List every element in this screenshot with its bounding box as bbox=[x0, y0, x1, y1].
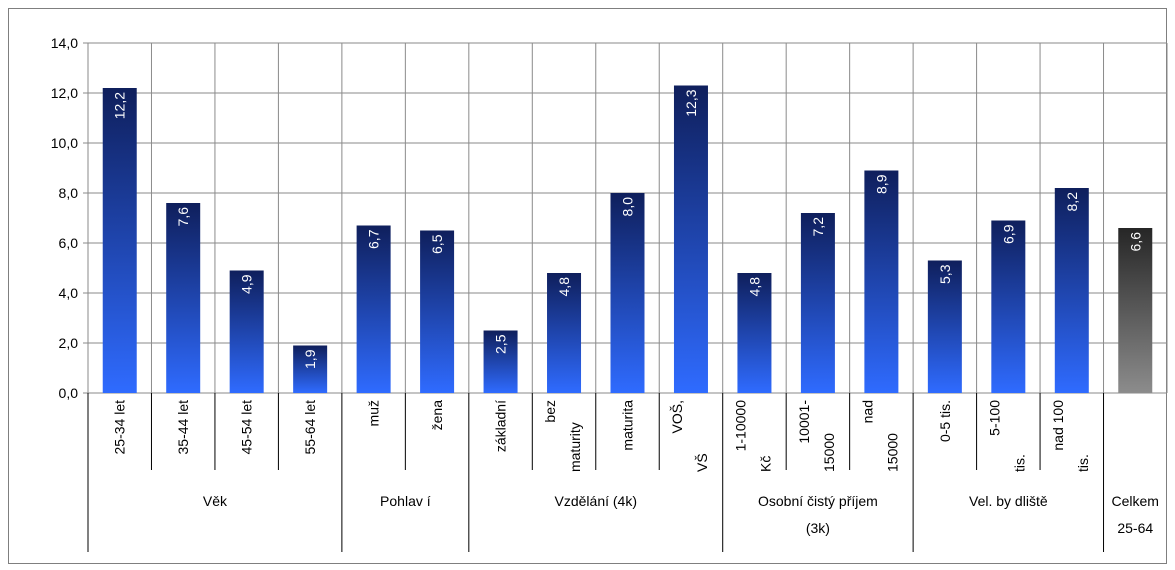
bar-value-label: 4,9 bbox=[239, 274, 255, 294]
total-bar[interactable] bbox=[1118, 228, 1153, 393]
x-tick-label: 0-5 tis. bbox=[937, 400, 953, 442]
bar-value-label: 6,7 bbox=[366, 229, 382, 249]
x-tick-label: 1-10000 bbox=[732, 400, 748, 452]
y-tick-label: 8,0 bbox=[59, 185, 79, 201]
x-tick-label: 45-54 let bbox=[239, 400, 255, 455]
y-tick-label: 2,0 bbox=[59, 335, 79, 351]
x-tick-label: 25-34 let bbox=[112, 400, 128, 455]
y-tick-label: 4,0 bbox=[59, 285, 79, 301]
bar-value-label: 12,2 bbox=[112, 92, 128, 119]
bar-value-label: 4,8 bbox=[746, 277, 762, 297]
bar[interactable] bbox=[229, 270, 264, 394]
bar-value-label: 12,3 bbox=[683, 89, 699, 116]
bar[interactable] bbox=[356, 225, 391, 394]
x-tick-label: tis. bbox=[1011, 454, 1027, 472]
y-tick-label: 6,0 bbox=[59, 235, 79, 251]
bar[interactable] bbox=[420, 230, 455, 394]
y-tick-label: 10,0 bbox=[51, 135, 78, 151]
x-tick-label: VOŠ, bbox=[669, 400, 685, 433]
bar-value-label: 4,8 bbox=[556, 277, 572, 297]
bar[interactable] bbox=[991, 220, 1026, 394]
x-tick-label: 15000 bbox=[884, 433, 900, 472]
group-label: Pohlav í bbox=[380, 493, 431, 509]
bar-value-label: 8,0 bbox=[620, 197, 636, 217]
bar-value-label: 1,9 bbox=[302, 349, 318, 369]
y-tick-label: 12,0 bbox=[51, 85, 78, 101]
x-tick-label: muž bbox=[366, 400, 382, 426]
bar[interactable] bbox=[166, 203, 201, 393]
x-tick-label: nad 100 bbox=[1050, 400, 1066, 451]
y-tick-label: 0,0 bbox=[59, 385, 79, 401]
x-tick-label: bez bbox=[542, 400, 558, 423]
bar[interactable] bbox=[102, 88, 137, 393]
x-tick-label: 10001- bbox=[796, 400, 812, 444]
x-tick-label: 15000 bbox=[821, 433, 837, 472]
bar[interactable] bbox=[610, 193, 645, 393]
x-tick-label: maturity bbox=[567, 422, 583, 472]
bar-value-label: 5,3 bbox=[937, 264, 953, 284]
bar-value-label: 6,5 bbox=[429, 234, 445, 254]
x-tick-label: 55-64 let bbox=[302, 400, 318, 455]
bar-value-label: 8,9 bbox=[873, 174, 889, 194]
group-label: (3k) bbox=[806, 520, 830, 536]
bar[interactable] bbox=[737, 273, 772, 393]
bar[interactable] bbox=[483, 330, 518, 394]
bar[interactable] bbox=[1054, 188, 1089, 393]
x-tick-label: žena bbox=[429, 400, 445, 431]
bar[interactable] bbox=[927, 260, 962, 394]
bar[interactable] bbox=[547, 273, 582, 393]
bar[interactable] bbox=[293, 345, 328, 394]
group-label: Vzdělání (4k) bbox=[555, 493, 637, 509]
x-tick-label: nad bbox=[859, 400, 875, 423]
x-tick-label: Kč bbox=[757, 456, 773, 472]
x-tick-label: 35-44 let bbox=[175, 400, 191, 455]
x-tick-label: maturita bbox=[620, 400, 636, 451]
group-label: Osobní čistý příjem bbox=[758, 493, 878, 509]
bar-value-label: 7,2 bbox=[810, 217, 826, 237]
bar[interactable] bbox=[800, 213, 835, 393]
group-label: Vel. by dliště bbox=[969, 493, 1048, 509]
bar-value-label: 2,5 bbox=[493, 334, 509, 354]
group-label: 25-64 bbox=[1117, 520, 1153, 536]
group-label: Celkem bbox=[1112, 493, 1159, 509]
bar-value-label: 6,6 bbox=[1127, 232, 1143, 252]
bar-value-label: 8,2 bbox=[1064, 192, 1080, 212]
x-tick-label: 5-100 bbox=[986, 400, 1002, 436]
bar[interactable] bbox=[864, 170, 899, 394]
x-tick-label: základní bbox=[493, 400, 509, 452]
bar-value-label: 7,6 bbox=[175, 207, 191, 227]
x-tick-label: tis. bbox=[1075, 454, 1091, 472]
x-tick-label: VŠ bbox=[694, 453, 710, 472]
bar-value-label: 6,9 bbox=[1000, 224, 1016, 244]
bar[interactable] bbox=[673, 85, 708, 394]
y-tick-label: 14,0 bbox=[51, 35, 78, 51]
group-label: Věk bbox=[203, 493, 228, 509]
